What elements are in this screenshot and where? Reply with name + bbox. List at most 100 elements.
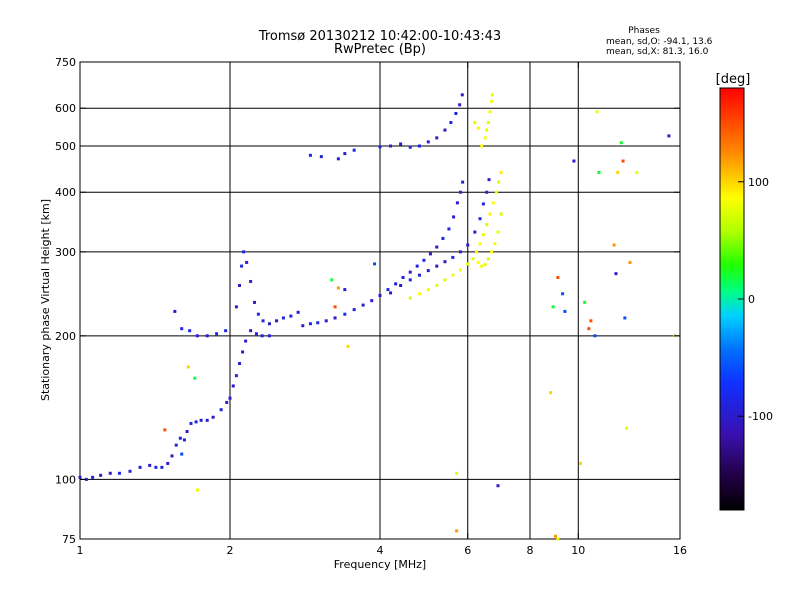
data-point [443,128,447,132]
data-point [99,473,103,477]
data-point [333,305,337,309]
data-point [614,272,618,276]
data-point [461,180,465,184]
data-point [108,471,112,475]
y-axis-ticks: 75 100 200 300 400 500 600 750 [55,56,680,546]
data-point [466,262,470,266]
data-point [336,286,340,290]
data-point [238,361,242,365]
data-point [443,278,447,282]
data-point [394,282,398,286]
data-point [154,465,158,469]
data-point [553,534,557,538]
data-point [488,110,492,114]
data-point [180,327,184,331]
data-point [623,316,627,320]
data-point [128,469,132,473]
data-point [401,276,405,280]
colorbar-tick-label: -100 [748,410,773,423]
data-point [451,255,455,259]
data-point [352,148,356,152]
y-tick-label: 200 [55,330,76,343]
data-point [452,215,456,219]
data-point [583,300,587,304]
chart-title-line1: Tromsø 20130212 10:42:00-10:43:43 [258,29,501,44]
data-point [621,159,625,163]
data-point [458,250,462,254]
data-point [205,418,209,422]
x-tick-label: 16 [673,544,687,557]
data-point [231,384,235,388]
data-point [595,110,599,114]
data-point [499,170,503,174]
data-point [616,170,620,174]
chart-title-line2: RwPretec (Bp) [334,42,426,57]
data-point [417,144,421,148]
data-point [589,319,593,323]
data-point [166,461,170,465]
data-point [458,268,462,272]
data-point [458,103,462,107]
data-point [245,260,249,264]
data-point [458,190,462,194]
data-point [343,152,347,156]
data-point [138,465,142,469]
x-tick-label: 1 [77,544,84,557]
data-point [496,484,500,488]
data-point [182,438,186,442]
data-point [480,264,484,268]
x-axis-label: Frequency [MHz] [334,558,426,571]
data-point [386,288,390,292]
data-point [378,145,382,149]
data-point [426,140,430,144]
data-point [496,230,500,234]
data-point [473,230,477,234]
data-point [490,250,494,254]
data-point [117,471,121,475]
data-point [408,296,412,300]
data-point [428,252,432,256]
data-point [481,202,485,206]
data-point [417,292,421,296]
colorbar-tick-label: 100 [748,176,769,189]
data-point [455,471,459,475]
data-point [597,170,601,174]
data-point [91,475,95,479]
data-point [275,319,279,323]
colorbar-label: [deg] [716,72,751,87]
data-point [234,374,238,378]
data-point [443,260,447,264]
data-point [267,322,271,326]
data-point [563,309,567,313]
data-point [260,334,264,338]
x-tick-label: 8 [527,544,534,557]
data-point [352,308,356,312]
data-point [370,299,374,303]
y-tick-label: 75 [62,533,76,546]
data-point [296,310,300,314]
data-point [78,475,82,479]
data-point [426,288,430,292]
data-point [389,144,393,148]
data-point [635,170,639,174]
data-point [487,178,491,182]
data-point [619,141,623,145]
data-point [399,283,403,287]
data-point [475,250,479,254]
phases-title: Phases [628,26,660,36]
data-point [435,283,439,287]
y-tick-label: 750 [55,56,76,69]
data-point [499,212,503,216]
data-point [612,243,616,247]
data-point [301,324,305,328]
phases-line-o: mean, sd,O: -94.1, 13.6 [606,37,713,47]
data-point [205,334,209,338]
data-point [486,257,490,261]
data-point [625,426,629,430]
data-point [415,264,419,268]
data-point [148,463,152,467]
data-point [483,136,487,140]
data-point [556,537,560,541]
data-point [490,99,494,103]
data-point [319,155,323,159]
